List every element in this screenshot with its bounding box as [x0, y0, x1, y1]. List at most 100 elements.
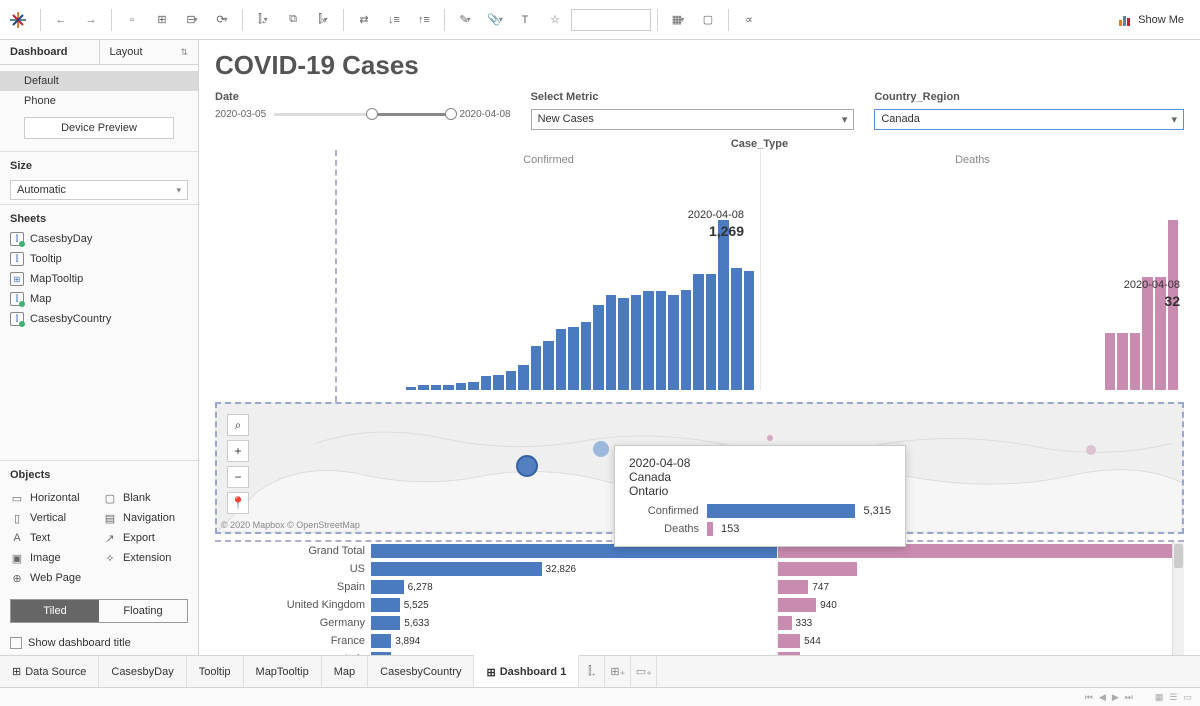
size-select[interactable]: Automatic — [10, 180, 188, 200]
chart-bar[interactable] — [731, 268, 742, 390]
chart-bar[interactable] — [493, 375, 504, 390]
clear-dropdown[interactable]: ⫿ₓ — [309, 6, 337, 34]
chart-bar[interactable] — [656, 291, 667, 390]
save-button[interactable]: ▫ — [118, 6, 146, 34]
map-zoomin-button[interactable]: + — [227, 440, 249, 462]
object-item[interactable]: AText — [10, 529, 95, 547]
metric-select[interactable]: New Cases — [531, 109, 855, 130]
sheet-item[interactable]: ⫿Map — [0, 289, 198, 309]
swap-button[interactable]: ⇄ — [350, 6, 378, 34]
chart-bar[interactable] — [443, 385, 454, 390]
sheet-tab[interactable]: CasesbyCountry — [368, 656, 474, 687]
slider-track[interactable] — [274, 113, 451, 116]
device-preview-button[interactable]: Device Preview — [24, 117, 174, 139]
datasource-tab[interactable]: ⊞ Data Source — [0, 656, 99, 687]
date-slider[interactable]: 2020-03-05 2020-04-08 — [215, 109, 511, 120]
new-sheet-dropdown[interactable]: ⫿₊ — [249, 6, 277, 34]
sort-asc-button[interactable]: ↓≡ — [380, 6, 408, 34]
table-scrollbar[interactable] — [1172, 542, 1184, 655]
nav-first-icon[interactable]: ⏮ — [1085, 692, 1093, 703]
pin-button[interactable]: ☆ — [541, 6, 569, 34]
label-button[interactable]: T — [511, 6, 539, 34]
chart-bar[interactable] — [568, 327, 579, 390]
chart-bar[interactable] — [481, 376, 492, 390]
object-item[interactable]: ▭Horizontal — [10, 489, 95, 507]
refresh-dropdown[interactable]: ⟳ — [208, 6, 236, 34]
dashboard1-tab[interactable]: ⊞ Dashboard 1 — [474, 655, 579, 687]
scrollbar-thumb[interactable] — [1174, 544, 1183, 568]
chart-bar[interactable] — [556, 329, 567, 390]
chart-bar[interactable] — [693, 274, 704, 390]
sheet-tab[interactable]: MapTooltip — [244, 656, 322, 687]
floating-button[interactable]: Floating — [99, 600, 187, 622]
table-row[interactable]: US 32,826 — [215, 560, 1184, 578]
map-zoomout-button[interactable]: − — [227, 466, 249, 488]
chart-bar[interactable] — [718, 220, 729, 390]
chart-bar[interactable] — [606, 295, 617, 390]
chart-bar[interactable] — [681, 290, 692, 390]
sheet-item[interactable]: ⫿Tooltip — [0, 249, 198, 269]
chart-bar[interactable] — [593, 305, 604, 390]
object-item[interactable]: ↗Export — [103, 529, 188, 547]
table-row[interactable]: Germany 5,633 333 — [215, 614, 1184, 632]
new-story-button[interactable]: ▭₊ — [631, 656, 657, 687]
chart-bar[interactable] — [506, 371, 517, 390]
layout-tab[interactable]: Layout — [99, 40, 199, 64]
chart-bar[interactable] — [431, 385, 442, 390]
view-tab-icon[interactable]: ▭ — [1183, 692, 1192, 703]
object-item[interactable]: ▢Blank — [103, 489, 188, 507]
table-row[interactable]: United Kingdom 5,525 940 — [215, 596, 1184, 614]
chart-bar[interactable] — [744, 271, 755, 390]
chart-bar[interactable] — [1105, 333, 1116, 390]
chart-bar[interactable] — [518, 365, 529, 391]
show-title-check[interactable]: Show dashboard title — [0, 631, 198, 655]
new-worksheet-button[interactable]: ⫿₊ — [579, 656, 605, 687]
present-button[interactable]: ▢ — [694, 6, 722, 34]
object-item[interactable]: ▯Vertical — [10, 509, 95, 527]
object-item[interactable]: ▤Navigation — [103, 509, 188, 527]
chart-bar[interactable] — [631, 295, 642, 390]
map-dot[interactable] — [767, 435, 773, 441]
nav-prev-icon[interactable]: ◀ — [1099, 692, 1106, 703]
fit-dropdown[interactable]: ▦ — [664, 6, 692, 34]
chart-bar[interactable] — [468, 382, 479, 391]
object-item[interactable]: ✧Extension — [103, 549, 188, 567]
redo-button[interactable]: → — [77, 6, 105, 34]
table-row[interactable]: France 3,894 544 — [215, 632, 1184, 650]
share-button[interactable]: ∝ — [735, 6, 763, 34]
sheet-item[interactable]: ⊞MapTooltip — [0, 269, 198, 289]
chart-bar[interactable] — [668, 295, 679, 390]
dashboard-tab[interactable]: Dashboard — [0, 40, 99, 64]
undo-button[interactable]: ← — [47, 6, 75, 34]
highlight-dropdown[interactable]: ✎ — [451, 6, 479, 34]
chart-bar[interactable] — [1130, 333, 1141, 390]
search-input[interactable] — [571, 9, 651, 31]
chart-bar[interactable] — [456, 383, 467, 390]
nav-last-icon[interactable]: ⏭ — [1125, 692, 1133, 703]
chart-bar[interactable] — [418, 385, 429, 390]
map-search-button[interactable]: ⌕ — [227, 414, 249, 436]
showme-button[interactable]: Show Me — [1110, 13, 1192, 27]
country-select[interactable]: Canada — [874, 109, 1184, 130]
object-item[interactable]: ▣Image — [10, 549, 95, 567]
view-list-icon[interactable]: ☰ — [1169, 692, 1177, 703]
device-default[interactable]: Default — [0, 71, 198, 91]
object-item[interactable]: ⊕Web Page — [10, 569, 95, 587]
chart-bar[interactable] — [581, 322, 592, 390]
chart-bar[interactable] — [643, 291, 654, 390]
table-row[interactable]: Italy 3,836 542 — [215, 650, 1184, 655]
tiled-button[interactable]: Tiled — [11, 600, 99, 622]
slider-handle-right[interactable] — [445, 108, 457, 120]
table-row[interactable]: Spain 6,278 747 — [215, 578, 1184, 596]
chart-bar[interactable] — [406, 387, 417, 390]
slider-handle-left[interactable] — [366, 108, 378, 120]
duplicate-button[interactable]: ⧉ — [279, 6, 307, 34]
sheet-tab[interactable]: Map — [322, 656, 368, 687]
new-data-button[interactable]: ⊞ — [148, 6, 176, 34]
view-grid-icon[interactable]: ▦ — [1155, 692, 1164, 703]
chart-bar[interactable] — [531, 346, 542, 390]
data-dropdown[interactable]: ⊟ — [178, 6, 206, 34]
chart-bar[interactable] — [543, 341, 554, 390]
chart-bar[interactable] — [706, 274, 717, 390]
nav-next-icon[interactable]: ▶ — [1112, 692, 1119, 703]
